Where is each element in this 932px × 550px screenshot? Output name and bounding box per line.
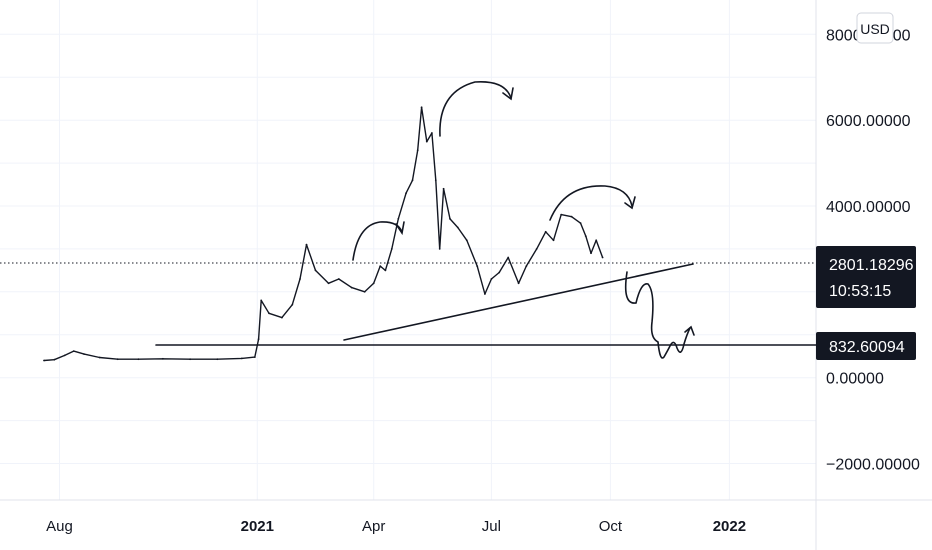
price-point <box>72 350 75 352</box>
price-point <box>595 239 598 242</box>
price-point <box>281 316 283 319</box>
price-point <box>327 282 330 285</box>
price-point <box>498 271 501 274</box>
price-point <box>116 358 119 361</box>
price-point <box>397 218 400 220</box>
y-tick-label: 4000.00000 <box>826 199 911 216</box>
price-point <box>517 282 520 285</box>
price-point <box>337 278 340 280</box>
projection-path[interactable] <box>624 271 691 359</box>
price-point <box>314 269 317 272</box>
price-point <box>384 269 387 272</box>
currency-label: USD <box>860 21 890 37</box>
price-point <box>257 338 260 340</box>
price-point <box>83 353 85 355</box>
series <box>43 106 604 362</box>
level-price-tag: 832.60094 <box>816 332 916 360</box>
price-point <box>476 265 479 267</box>
y-tick-label: −2000.00000 <box>826 457 920 474</box>
price-point <box>590 252 592 255</box>
y-tick-label: 0.00000 <box>826 371 884 388</box>
ascending-trendline[interactable] <box>343 263 694 341</box>
drawings <box>155 81 817 359</box>
y-tick-label: 6000.00000 <box>826 113 911 130</box>
price-point <box>305 243 308 246</box>
last-price-tag: 2801.18296 10:53:15 <box>816 246 916 308</box>
price-point <box>490 278 493 280</box>
arc-arrow-3[interactable] <box>549 185 633 221</box>
price-point <box>137 358 140 361</box>
price-point <box>434 179 437 182</box>
price-point <box>390 248 393 250</box>
price-point <box>579 222 582 225</box>
last-price-value: 2801.18296 <box>829 257 914 274</box>
price-point <box>456 226 459 229</box>
x-tick-label: Aug <box>46 518 73 535</box>
price-point <box>405 192 407 195</box>
price-point <box>268 312 270 315</box>
x-tick-label: Jul <box>482 518 501 535</box>
price-point <box>570 215 573 218</box>
price-point <box>411 179 414 182</box>
price-point <box>484 293 486 295</box>
price-point <box>240 357 243 360</box>
price-point <box>601 256 604 259</box>
price-point <box>63 354 66 357</box>
price-point <box>560 213 563 216</box>
price-point <box>379 265 382 267</box>
bar-countdown: 10:53:15 <box>829 283 891 300</box>
time-axis[interactable]: Aug 2021 Apr Jul Oct 2022 <box>46 518 746 535</box>
price-point <box>372 282 375 285</box>
x-tick-label: 2021 <box>241 518 274 535</box>
price-point <box>98 356 101 359</box>
arrow-head-2[interactable] <box>502 87 514 101</box>
price-point <box>438 248 441 250</box>
price-point <box>416 149 419 152</box>
currency-button[interactable]: USD <box>856 12 894 44</box>
price-point <box>535 248 538 250</box>
price-point <box>552 239 555 242</box>
price-point <box>442 187 445 190</box>
price-point <box>253 356 256 358</box>
projection-arrow-head[interactable] <box>684 325 695 336</box>
price-point <box>507 256 510 259</box>
price-point <box>363 290 366 293</box>
arrow-head-3[interactable] <box>624 196 636 210</box>
price-point <box>420 106 423 109</box>
price-point <box>260 299 263 302</box>
price-point <box>449 218 451 220</box>
price-point <box>291 303 294 306</box>
price-point <box>162 357 164 360</box>
price-point <box>53 358 56 361</box>
x-tick-label: Oct <box>599 518 623 535</box>
x-tick-label: Apr <box>362 518 385 535</box>
price-point <box>350 286 353 289</box>
price-point <box>584 235 587 238</box>
price-point <box>431 132 433 134</box>
price-point <box>43 359 45 362</box>
price-point <box>216 358 219 361</box>
price-point <box>525 265 528 267</box>
price-point <box>544 230 547 233</box>
price-point <box>189 358 192 361</box>
price-point <box>465 239 468 242</box>
level-price-value: 832.60094 <box>829 339 905 356</box>
arrow-head-1[interactable] <box>395 221 405 236</box>
price-point <box>425 140 428 143</box>
grid <box>0 0 816 500</box>
x-tick-label: 2022 <box>713 518 746 535</box>
price-point <box>299 278 301 280</box>
arc-arrow-2[interactable] <box>439 81 512 137</box>
